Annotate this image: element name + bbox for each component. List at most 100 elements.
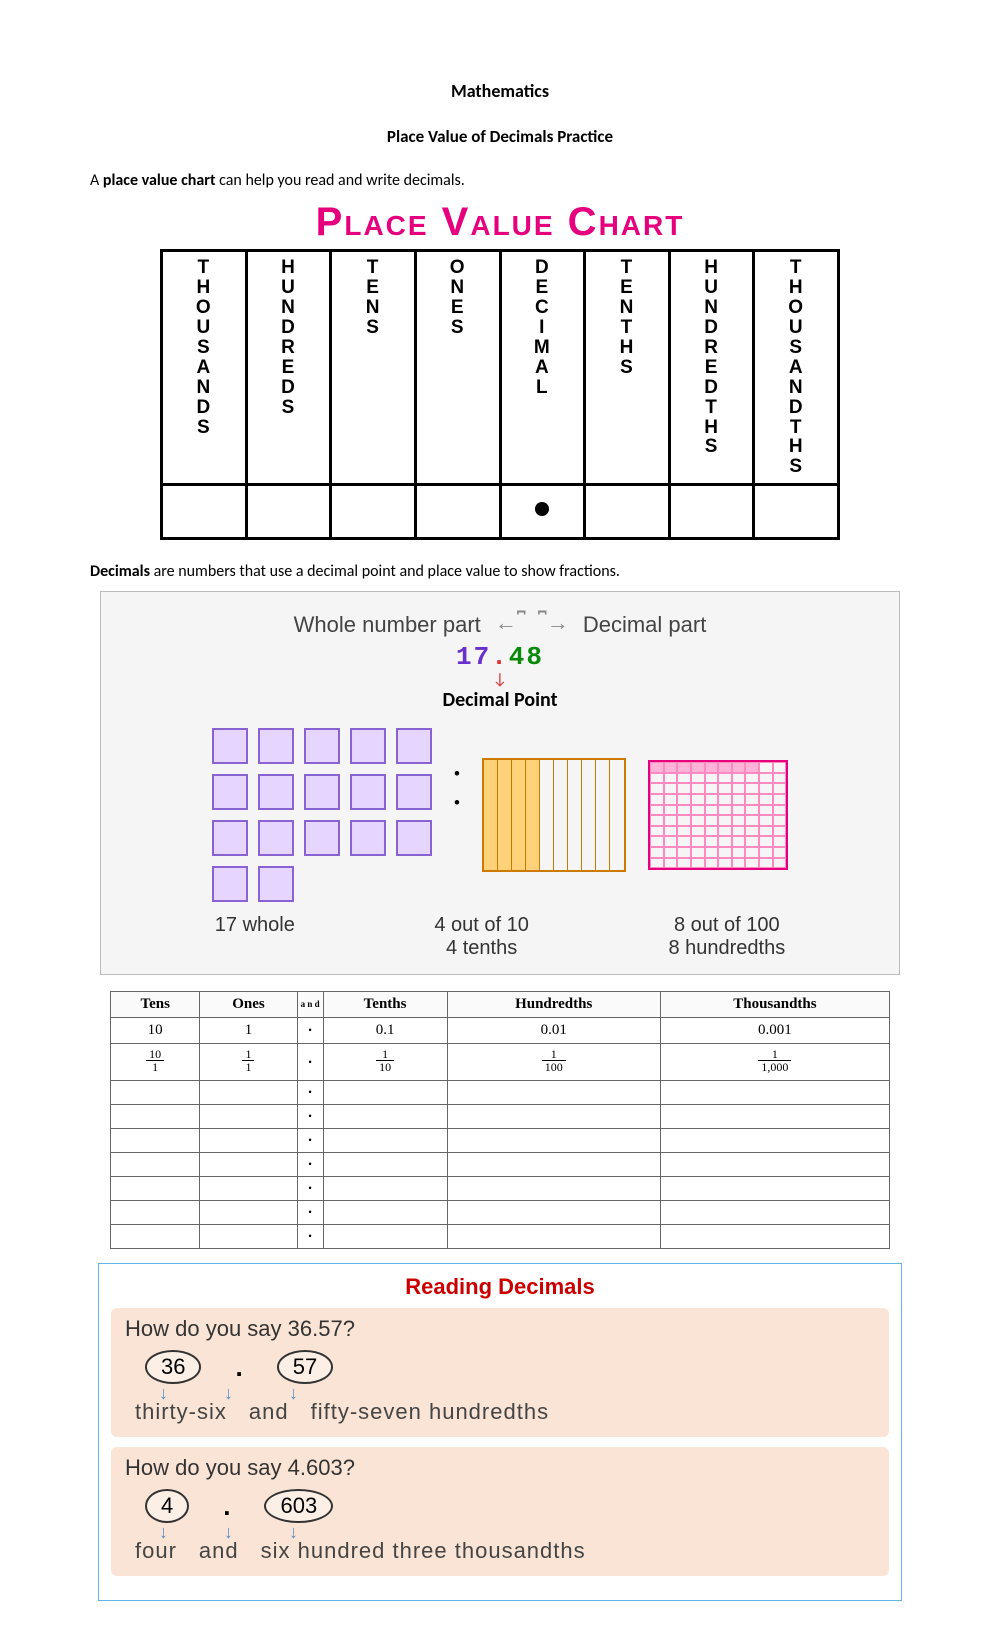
q1-words: thirty-sixandfifty-seven hundredths	[135, 1399, 875, 1425]
example-number: 17.48	[125, 642, 875, 672]
q1-part-whole: 36	[145, 1350, 201, 1384]
pv-cell	[660, 1105, 889, 1129]
pvc-col-thousands: THOUSANDS	[162, 251, 247, 485]
def-rest: are numbers that use a decimal point and…	[150, 562, 620, 581]
pvc-cell	[162, 485, 247, 539]
heading-subject: Mathematics	[90, 80, 910, 102]
q2-part-whole: 4	[145, 1489, 189, 1523]
pv-cell: 11,000	[660, 1044, 889, 1081]
pv-cell: •	[297, 1201, 323, 1225]
pv-cell	[447, 1105, 660, 1129]
pvc-cell	[585, 485, 670, 539]
pv-cell: 10	[111, 1018, 200, 1044]
num-dot: .	[491, 642, 509, 672]
q2-part-dec: 603	[264, 1489, 333, 1523]
pv-cell	[323, 1177, 447, 1201]
pv-cell: 0.1	[323, 1018, 447, 1044]
pv-cell: •	[297, 1018, 323, 1044]
pv-cell	[323, 1201, 447, 1225]
caption-whole: 17 whole	[215, 914, 295, 960]
num-frac: 48	[509, 642, 544, 672]
separator-dots: ··	[454, 758, 460, 816]
pv-cell	[323, 1225, 447, 1249]
q1-arrows: ↓↓↓	[159, 1388, 875, 1399]
pvc-col-hundredths: HUNDREDTHS	[669, 251, 754, 485]
pv-header: Ones	[200, 992, 297, 1018]
pv-cell	[447, 1201, 660, 1225]
q2-part-dot: .	[223, 1491, 230, 1522]
pvc-col-thousandths: THOUSANDTHS	[754, 251, 839, 485]
whole-part-label: Whole number part	[294, 612, 481, 638]
tenths-strip	[482, 758, 626, 872]
pv-cell: •	[297, 1153, 323, 1177]
pv-cell: 0.001	[660, 1018, 889, 1044]
pv-cell	[447, 1081, 660, 1105]
def-bold: Decimals	[90, 562, 150, 581]
pv-cell	[200, 1201, 297, 1225]
pv-cell	[323, 1081, 447, 1105]
pv-cell: 11	[200, 1044, 297, 1081]
pvc-cell	[500, 485, 585, 539]
example-1: How do you say 36.57? 36 . 57 ↓↓↓ thirty…	[111, 1308, 889, 1437]
pvc-title: Place Value Chart	[90, 200, 910, 245]
pv-cell	[660, 1177, 889, 1201]
pvc-cell	[331, 485, 416, 539]
pv-cell: •	[297, 1081, 323, 1105]
pv-header: Tens	[111, 992, 200, 1018]
pv-cell	[447, 1225, 660, 1249]
pv-cell	[111, 1129, 200, 1153]
pv-cell: •	[297, 1129, 323, 1153]
pvc-cell	[669, 485, 754, 539]
pvc-col-tenths: TENTHS	[585, 251, 670, 485]
pvc-col-decimal: DECIMAL	[500, 251, 585, 485]
intro-text: A place value chart can help you read an…	[90, 171, 910, 190]
pv-cell	[447, 1177, 660, 1201]
pv-header: Thousandths	[660, 992, 889, 1018]
pv-cell	[200, 1081, 297, 1105]
q2: How do you say 4.603?	[125, 1455, 875, 1481]
decimal-point-label: Decimal Point	[125, 688, 875, 712]
place-value-table: TensOnesa n dTenthsHundredthsThousandths…	[110, 991, 890, 1249]
pv-cell: 1100	[447, 1044, 660, 1081]
dp-arrow-icon: ↓	[125, 674, 875, 687]
pv-cell: •	[297, 1177, 323, 1201]
pv-cell: 1	[200, 1018, 297, 1044]
q2-words: fourandsix hundred three thousandths	[135, 1538, 875, 1564]
pv-cell	[660, 1081, 889, 1105]
pv-cell	[447, 1129, 660, 1153]
whole-blocks	[212, 728, 432, 902]
definition: Decimals are numbers that use a decimal …	[90, 562, 910, 581]
arrow-left-icon: ←⎴ ⎴→	[495, 610, 569, 636]
pv-cell: 101	[111, 1044, 200, 1081]
pv-cell	[660, 1153, 889, 1177]
intro-post: can help you read and write decimals.	[216, 171, 465, 190]
hundredths-grid	[648, 760, 788, 870]
caption-hundredths: 8 out of 1008 hundredths	[668, 914, 785, 960]
pv-cell	[447, 1153, 660, 1177]
pv-cell	[660, 1225, 889, 1249]
q1-part-dec: 57	[277, 1350, 333, 1384]
pv-cell	[111, 1201, 200, 1225]
intro-pre: A	[90, 171, 103, 190]
pv-header: Hundredths	[447, 992, 660, 1018]
heading-topic: Place Value of Decimals Practice	[90, 126, 910, 147]
pv-cell	[111, 1081, 200, 1105]
pv-cell	[111, 1177, 200, 1201]
q1-part-dot: .	[235, 1352, 242, 1383]
pv-cell	[323, 1153, 447, 1177]
q2-arrows: ↓↓↓	[159, 1527, 875, 1538]
pvc-cell	[415, 485, 500, 539]
pvc-cell	[754, 485, 839, 539]
pv-cell	[200, 1177, 297, 1201]
pv-cell: 0.01	[447, 1018, 660, 1044]
pv-cell: •	[297, 1105, 323, 1129]
example-2: How do you say 4.603? 4 . 603 ↓↓↓ fouran…	[111, 1447, 889, 1576]
reading-title: Reading Decimals	[111, 1274, 889, 1300]
pv-cell	[200, 1129, 297, 1153]
pv-cell: 110	[323, 1044, 447, 1081]
decimal-diagram: Whole number part ←⎴ ⎴→ Decimal part 17.…	[100, 591, 900, 975]
pv-cell	[200, 1153, 297, 1177]
decimal-part-label: Decimal part	[583, 612, 706, 638]
pv-cell	[200, 1105, 297, 1129]
q1: How do you say 36.57?	[125, 1316, 875, 1342]
